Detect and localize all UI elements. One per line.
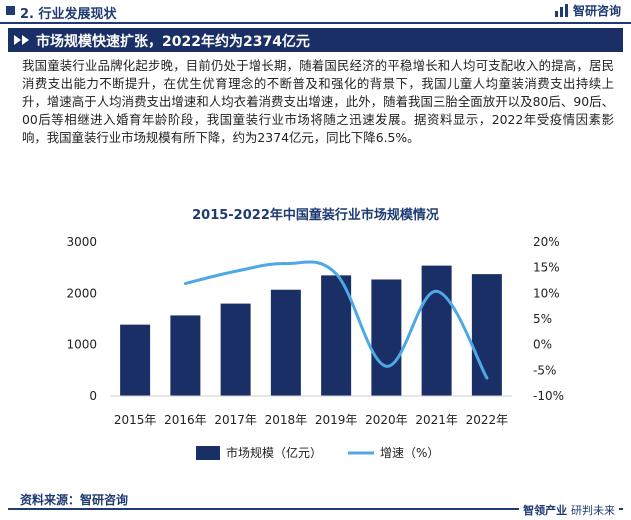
- logo-name: 智研咨询: [572, 4, 621, 18]
- x-tick-label: 2021年: [415, 413, 458, 427]
- play-arrow-icon: [22, 35, 29, 45]
- footer-brand: 智领产业 研判未来: [519, 502, 619, 518]
- y-left-tick-label: 2000: [66, 286, 97, 300]
- bar: [220, 303, 251, 396]
- y-right-tick-label: -10%: [533, 389, 564, 403]
- headline-banner: 市场规模快速扩张，2022年约为2374亿元: [8, 28, 623, 52]
- growth-point: [385, 365, 388, 368]
- growth-point: [184, 282, 187, 285]
- bar: [170, 315, 201, 396]
- y-right-tick-label: 20%: [533, 235, 560, 249]
- source-note: 资料来源：智研咨询: [20, 493, 129, 507]
- headline-title: 市场规模快速扩张，2022年约为2374亿元: [36, 34, 310, 50]
- growth-point: [435, 290, 438, 293]
- bar: [421, 265, 452, 396]
- top-header-bar: 2. 行业发展现状 智研咨询: [0, 0, 631, 24]
- bar: [371, 279, 402, 396]
- legend-bar-swatch: [196, 446, 220, 460]
- growth-point: [334, 272, 338, 276]
- growth-line: [183, 260, 489, 380]
- y-right-tick-label: 10%: [533, 286, 560, 300]
- footer-slogan: 研判未来: [571, 504, 615, 517]
- bar: [120, 324, 151, 396]
- x-tick-label: 2022年: [466, 413, 509, 427]
- bar: [321, 275, 352, 396]
- growth-point: [234, 270, 237, 273]
- y-right-tick-label: 5%: [533, 312, 552, 326]
- growth-point: [485, 376, 489, 380]
- y-left-tick-label: 1000: [66, 338, 97, 352]
- body-paragraph: 我国童装行业品牌化起步晚，目前仍处于增长期，随着国民经济的平稳增长和人均可支配收…: [22, 58, 614, 145]
- y-right-tick-label: -5%: [533, 363, 556, 377]
- legend-line-label: 增速（%）: [380, 446, 439, 460]
- footer-brand-name: 智领产业: [523, 504, 568, 517]
- y-right-tick-label: 0%: [533, 338, 552, 352]
- legend-bar-label: 市场规模（亿元）: [226, 445, 322, 460]
- y-left-tick-label: 0: [89, 389, 97, 403]
- x-tick-label: 2019年: [315, 413, 358, 427]
- growth-point: [284, 262, 288, 265]
- x-tick-label: 2016年: [164, 413, 207, 427]
- section-title: 2. 行业发展现状: [20, 7, 117, 22]
- x-tick-label: 2015年: [114, 413, 157, 427]
- x-tick-label: 2018年: [265, 413, 308, 427]
- x-tick-label: 2020年: [365, 413, 408, 427]
- logo: 智研咨询: [554, 2, 621, 19]
- section-square-icon: [6, 6, 15, 15]
- bar-chart-logo-icon: [554, 3, 569, 18]
- x-tick-label: 2017年: [214, 413, 257, 427]
- footer-divider: [8, 508, 623, 510]
- chart-title: 2015-2022年中国童装行业市场规模情况: [192, 208, 439, 223]
- y-right-tick-label: 15%: [533, 261, 560, 275]
- y-left-tick-label: 3000: [66, 235, 97, 249]
- play-arrow-icon: [14, 35, 21, 45]
- bar: [270, 289, 301, 396]
